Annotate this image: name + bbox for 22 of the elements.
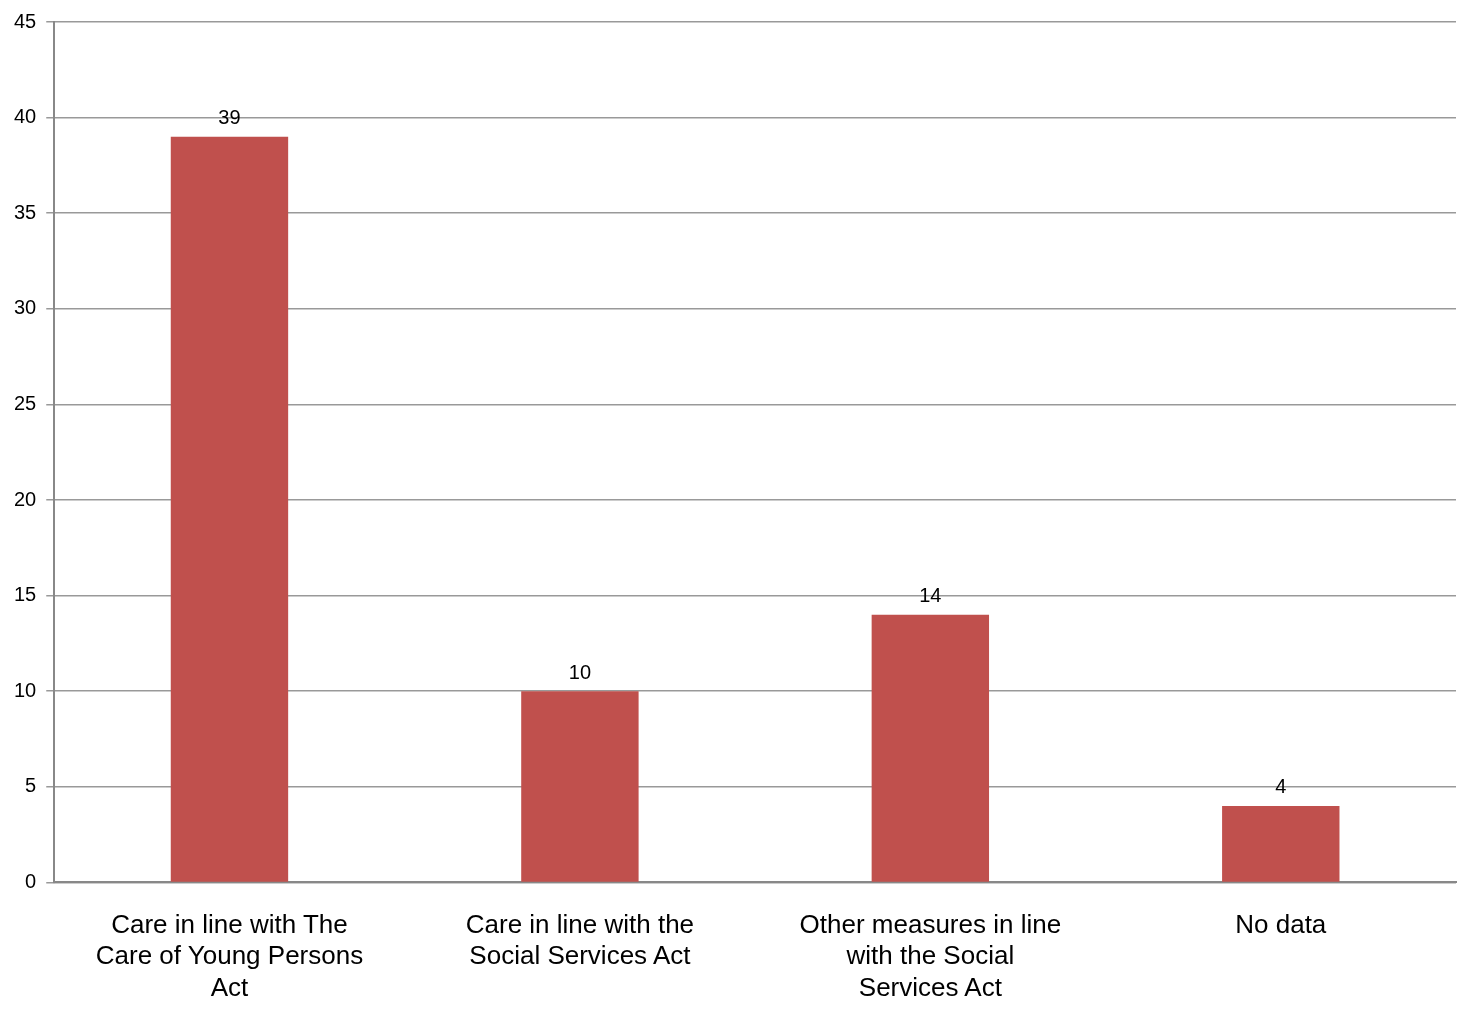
data-label: 14 bbox=[919, 584, 942, 607]
bar bbox=[170, 136, 289, 882]
x-tick-label: Care in line with The Care of Young Persons Act bbox=[95, 909, 364, 1002]
y-tick-label: 15 bbox=[14, 583, 37, 606]
bar bbox=[521, 691, 639, 882]
y-tick-label: 5 bbox=[25, 774, 37, 797]
bar bbox=[1222, 805, 1340, 882]
y-tick-label: 40 bbox=[14, 105, 37, 128]
y-tick-label: 30 bbox=[14, 296, 37, 319]
data-label: 10 bbox=[568, 660, 592, 683]
x-tick-label: Care in line with the Social Services Act bbox=[465, 909, 695, 971]
data-label: 39 bbox=[218, 106, 241, 129]
y-tick-label: 35 bbox=[14, 200, 37, 223]
y-tick-label: 25 bbox=[14, 391, 37, 414]
y-tick-label: 20 bbox=[14, 487, 37, 510]
y-tick-label: 45 bbox=[14, 9, 37, 32]
y-tick-label: 0 bbox=[25, 869, 37, 892]
data-label: 4 bbox=[1275, 775, 1287, 798]
bar bbox=[871, 614, 990, 882]
y-tick-label: 10 bbox=[14, 678, 37, 701]
x-tick-label: No data bbox=[1235, 909, 1327, 940]
x-tick-label: Other measures in line with the Social Services Act bbox=[799, 909, 1062, 1002]
